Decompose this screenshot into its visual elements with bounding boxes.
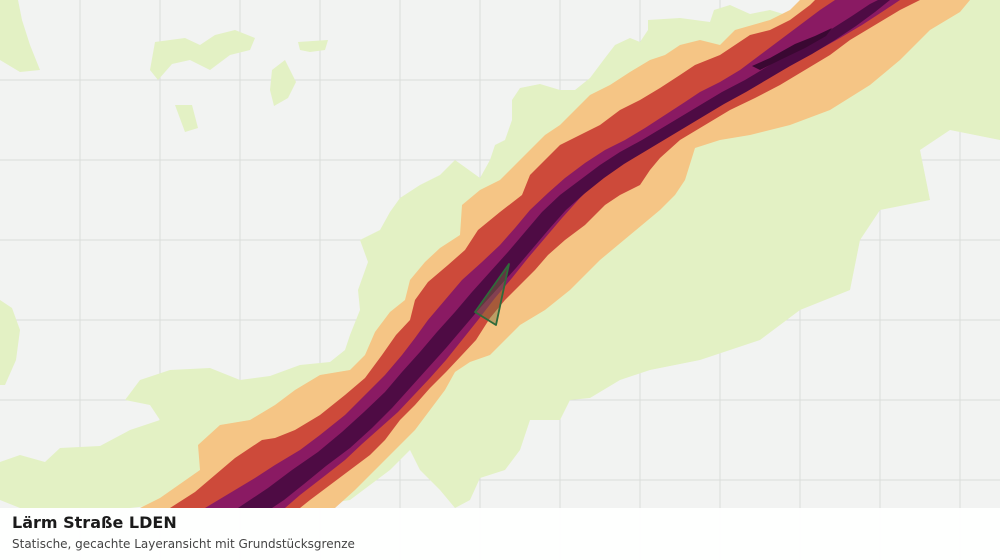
layer-title: Lärm Straße LDEN <box>12 513 177 532</box>
layer-subtitle: Statische, gecachte Layeransicht mit Gru… <box>12 537 355 551</box>
noise-zone-low <box>140 0 970 508</box>
parcel-boundary[interactable] <box>474 263 510 326</box>
noise-zone-highest <box>238 0 890 508</box>
layer-caption-panel: Lärm Straße LDEN Statische, gecachte Lay… <box>0 508 1000 560</box>
noise-zone-medium <box>170 0 920 508</box>
